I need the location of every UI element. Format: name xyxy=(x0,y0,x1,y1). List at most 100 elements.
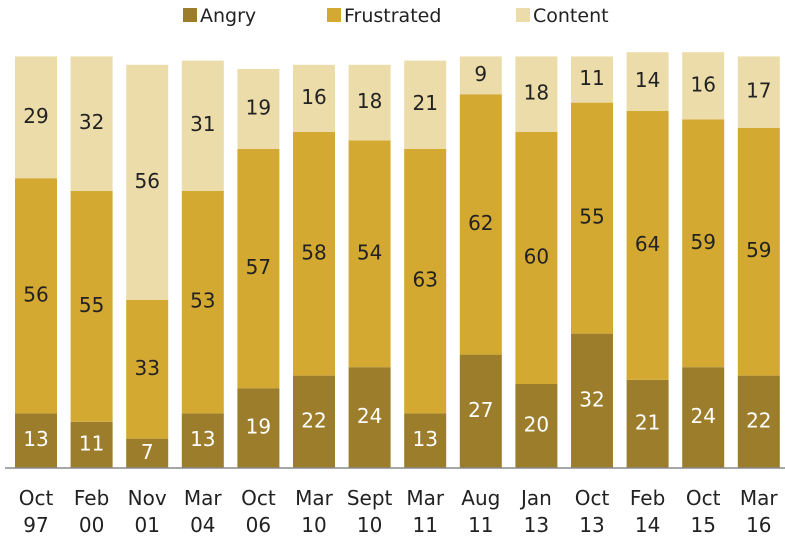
tick-label-oct-15-year: 15 xyxy=(690,513,715,537)
bar-angry-mar-11 xyxy=(404,413,447,468)
data-label-content-feb-14: 14 xyxy=(635,68,660,92)
bar-content-oct-97 xyxy=(15,56,57,179)
tick-label-oct-13-month: Oct xyxy=(575,486,610,510)
data-label-content-mar-16: 17 xyxy=(746,79,771,103)
data-label-angry-oct-06: 19 xyxy=(246,415,271,439)
bar-angry-mar-10 xyxy=(293,375,335,468)
bar-angry-feb-14 xyxy=(626,379,669,468)
data-label-frustrated-feb-14: 64 xyxy=(635,232,660,256)
bar-angry-sept-10 xyxy=(348,367,391,468)
bar-content-feb-14 xyxy=(626,52,669,111)
legend-swatch-angry xyxy=(183,8,197,22)
legend-label-content: Content xyxy=(533,5,609,27)
legend: Angry Frustrated Content xyxy=(183,5,609,27)
data-label-angry-oct-97: 13 xyxy=(23,427,48,451)
data-label-angry-jan-13: 20 xyxy=(524,413,549,437)
data-label-content-feb-00: 32 xyxy=(79,110,104,134)
tick-label-jan-13-year: 13 xyxy=(524,513,549,537)
x-axis-ticks: Oct 97 Feb 00 Nov 01 Mar 04 Oct 06 Mar 10 Sept 10 Mar 1… xyxy=(19,486,779,537)
tick-label-oct-13-year: 13 xyxy=(579,513,604,537)
bar-frustrated-mar-04 xyxy=(181,190,224,414)
data-label-angry-aug-11: 27 xyxy=(468,398,493,422)
bar-frustrated-feb-14 xyxy=(626,111,669,380)
data-label-content-nov-01: 56 xyxy=(134,169,159,193)
bar-content-aug-11 xyxy=(459,56,502,95)
bar-frustrated-sept-10 xyxy=(348,140,391,368)
tick-label-mar-10-year: 10 xyxy=(301,513,326,537)
data-label-angry-feb-00: 11 xyxy=(79,431,104,455)
legend-label-angry: Angry xyxy=(200,5,256,27)
bar-angry-jan-13 xyxy=(515,384,558,468)
bar-angry-aug-11 xyxy=(459,354,502,468)
bar-angry-oct-06 xyxy=(237,388,280,468)
bar-frustrated-oct-15 xyxy=(682,119,725,368)
bar-frustrated-oct-06 xyxy=(237,148,280,389)
data-label-frustrated-nov-01: 33 xyxy=(134,356,159,380)
bar-frustrated-feb-00 xyxy=(70,190,113,422)
tick-label-mar-04-month: Mar xyxy=(184,486,223,510)
bar-content-oct-13 xyxy=(571,56,613,103)
legend-label-frustrated: Frustrated xyxy=(344,5,441,27)
data-label-frustrated-mar-11: 63 xyxy=(412,268,437,292)
data-label-angry-mar-10: 22 xyxy=(301,408,326,432)
tick-label-nov-01-year: 01 xyxy=(134,513,159,537)
data-label-content-oct-06: 19 xyxy=(246,95,271,119)
data-label-frustrated-oct-13: 55 xyxy=(579,205,604,229)
tick-label-feb-14-month: Feb xyxy=(630,486,665,510)
tick-label-mar-04-year: 04 xyxy=(190,513,215,537)
bar-content-mar-11 xyxy=(404,60,447,149)
data-label-content-oct-15: 16 xyxy=(690,72,715,96)
tick-label-sept-10-year: 10 xyxy=(357,513,382,537)
tick-label-oct-06-year: 06 xyxy=(246,513,271,537)
tick-label-mar-16-year: 16 xyxy=(746,513,771,537)
data-label-angry-mar-11: 13 xyxy=(412,427,437,451)
bar-angry-oct-13 xyxy=(571,333,613,468)
tick-label-aug-11-month: Aug xyxy=(461,486,500,510)
data-label-content-oct-97: 29 xyxy=(23,104,48,128)
bar-frustrated-aug-11 xyxy=(459,94,502,355)
data-label-frustrated-feb-00: 55 xyxy=(79,293,104,317)
bar-angry-oct-15 xyxy=(682,367,725,468)
tick-label-oct-97-year: 97 xyxy=(23,513,48,537)
bar-content-jan-13 xyxy=(515,56,558,132)
tick-label-nov-01-month: Nov xyxy=(128,486,167,510)
data-label-frustrated-oct-06: 57 xyxy=(246,255,271,279)
bar-frustrated-oct-97 xyxy=(15,178,57,414)
data-label-frustrated-jan-13: 60 xyxy=(524,245,549,269)
bar-content-sept-10 xyxy=(348,64,391,141)
tick-label-jan-13-month: Jan xyxy=(519,486,552,510)
bar-frustrated-oct-13 xyxy=(571,102,613,334)
bar-frustrated-nov-01 xyxy=(126,300,169,439)
data-label-content-mar-10: 16 xyxy=(301,85,326,109)
bar-frustrated-jan-13 xyxy=(515,132,558,384)
data-label-content-sept-10: 18 xyxy=(357,89,382,113)
data-label-content-jan-13: 18 xyxy=(524,81,549,105)
tick-label-mar-16-month: Mar xyxy=(740,486,779,510)
data-label-content-mar-04: 31 xyxy=(190,112,215,136)
legend-swatch-frustrated xyxy=(327,8,341,22)
data-label-frustrated-oct-15: 59 xyxy=(690,230,715,254)
bar-content-oct-06 xyxy=(237,69,280,149)
data-label-content-aug-11: 9 xyxy=(474,62,487,86)
data-label-frustrated-sept-10: 54 xyxy=(357,240,382,264)
bar-angry-oct-97 xyxy=(15,413,57,468)
tick-label-sept-10-month: Sept xyxy=(347,486,393,510)
bars: 13 56 29 11 55 32 7 33 56 13 53 31 19 57 19 22 58 16 24 54 1… xyxy=(15,52,780,468)
tick-label-mar-11-month: Mar xyxy=(406,486,445,510)
bar-content-mar-04 xyxy=(181,60,224,191)
bar-angry-feb-00 xyxy=(70,421,113,468)
data-label-angry-mar-04: 13 xyxy=(190,427,215,451)
data-label-frustrated-mar-10: 58 xyxy=(301,240,326,264)
data-label-angry-oct-15: 24 xyxy=(690,404,715,428)
data-label-frustrated-mar-04: 53 xyxy=(190,289,215,313)
tick-label-feb-00-month: Feb xyxy=(74,486,109,510)
bar-frustrated-mar-11 xyxy=(404,148,447,414)
bar-content-feb-00 xyxy=(70,56,113,191)
bar-content-oct-15 xyxy=(682,52,725,120)
bar-angry-mar-16 xyxy=(737,375,780,468)
tick-label-feb-00-year: 00 xyxy=(79,513,104,537)
data-label-frustrated-aug-11: 62 xyxy=(468,211,493,235)
tick-label-feb-14-year: 14 xyxy=(635,513,660,537)
data-label-content-oct-13: 11 xyxy=(579,66,604,90)
